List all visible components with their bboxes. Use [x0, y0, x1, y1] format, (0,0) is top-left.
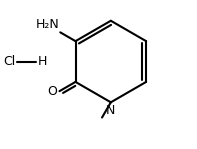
Text: N: N: [106, 104, 115, 117]
Text: H₂N: H₂N: [36, 18, 59, 31]
Text: Cl: Cl: [3, 55, 15, 68]
Text: O: O: [47, 85, 57, 98]
Text: H: H: [38, 55, 47, 68]
